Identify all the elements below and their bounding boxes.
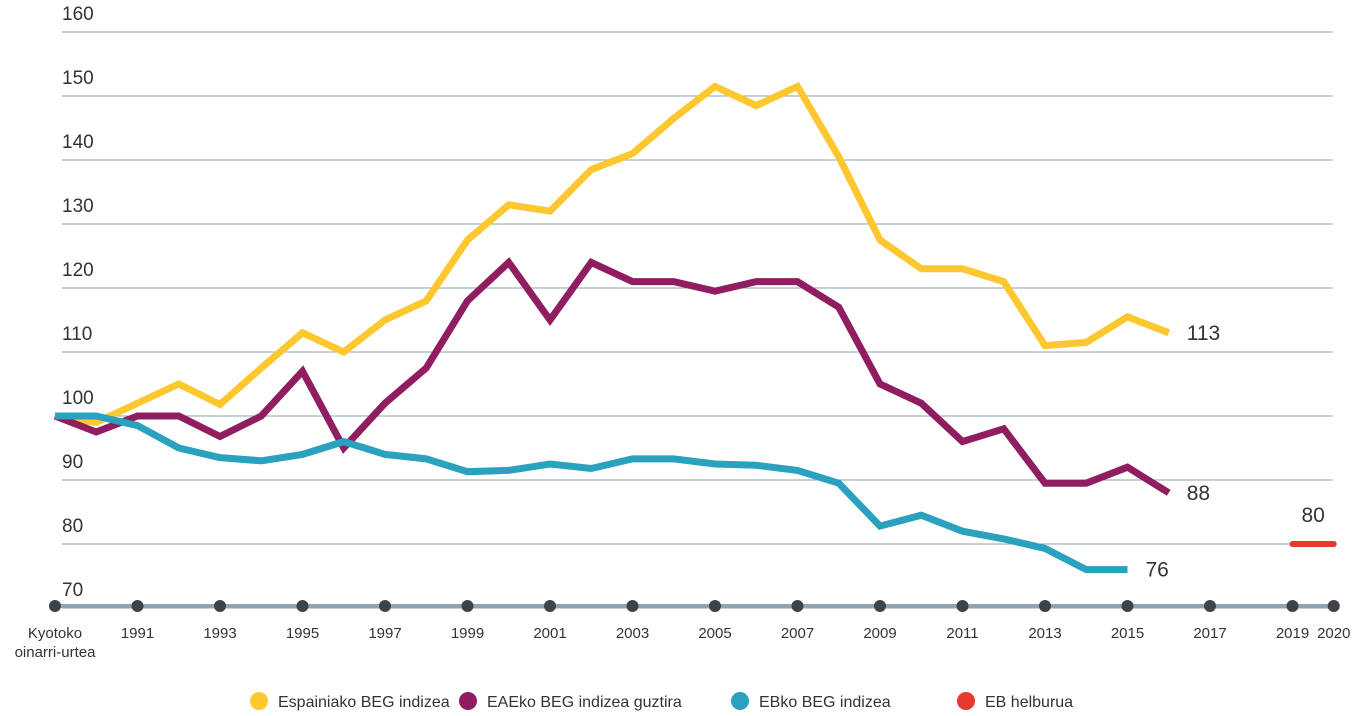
y-tick-label: 130 [62,196,94,217]
series-line [55,412,1128,574]
x-tick-label: 2001 [533,625,567,642]
data-label: 113 [1187,322,1220,345]
x-tick-label: 1997 [368,625,402,642]
data-label: 76 [1146,559,1169,582]
y-tick-label: 80 [62,516,83,537]
y-tick-label: 90 [62,452,83,473]
y-tick-label: 120 [62,260,94,281]
legend-label: EB helburua [985,694,1073,711]
x-tick-label: 1999 [450,625,485,642]
y-tick-label: 160 [62,4,94,25]
x-tick-label: 1991 [120,625,155,642]
x-tick-dot [956,600,969,612]
x-tick-dot [1039,600,1051,612]
x-tick-label: 2007 [780,625,815,642]
x-tick-dot [296,600,309,612]
x-tick-dot [874,600,886,612]
y-tick-label: 100 [62,388,94,409]
x-tick-dot [544,600,556,612]
x-tick-label: 2019 [1275,625,1310,642]
x-tick-dot [214,600,226,612]
y-tick-label: 110 [62,324,92,345]
series-line [54,81,1171,427]
x-tick-label: 1995 [285,625,320,642]
x-tick-dot [49,600,61,612]
x-tick-label: 1993 [203,625,237,642]
x-tick-dot [379,600,391,612]
x-tick-label: Kyotoko oinarri-urtea [14,625,96,661]
y-tick-label: 150 [62,68,94,89]
x-tick-label: 2009 [863,625,897,642]
legend-label: Espainiako BEG indizea [278,694,450,711]
x-tick-label: 2015 [1110,625,1145,642]
x-tick-label: 2003 [615,625,650,642]
x-tick-dot [1327,600,1340,612]
y-tick-label: 70 [62,580,83,601]
x-tick-dot [1121,600,1134,612]
x-tick-dot [1286,600,1299,612]
x-tick-dot [709,600,721,612]
legend-label: EBko BEG indizea [759,694,891,711]
legend-swatch [250,692,268,710]
legend-swatch [731,692,749,710]
x-tick-label: 2005 [698,625,732,642]
x-tick-dot [791,600,804,612]
x-tick-label: 2020 [1317,625,1351,642]
series-line [53,257,1171,496]
x-tick-label: 2013 [1028,625,1062,642]
x-tick-dot [461,600,474,612]
legend-swatch [957,692,975,710]
data-label: 88 [1187,482,1210,505]
legend-label: EAEko BEG indizea guztira [487,694,682,711]
x-tick-dot [626,600,639,612]
x-tick-dot [1204,600,1216,612]
y-tick-label: 140 [62,132,94,153]
x-tick-label: 2017 [1193,625,1227,642]
legend-swatch [459,692,477,710]
x-tick-label: 2011 [946,625,979,642]
x-tick-dot [131,600,144,612]
data-label: 80 [1301,504,1324,527]
